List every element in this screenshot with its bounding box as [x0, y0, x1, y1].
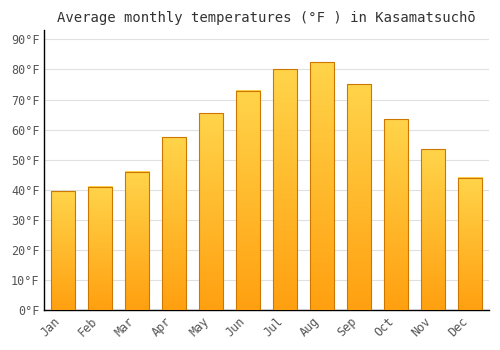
Bar	[199, 113, 223, 310]
Bar	[422, 149, 446, 310]
Bar	[236, 91, 260, 310]
Bar	[347, 84, 372, 310]
Bar	[88, 187, 112, 310]
Bar	[273, 70, 297, 310]
Bar	[310, 62, 334, 310]
Bar	[125, 172, 149, 310]
Title: Average monthly temperatures (°F ) in Kasamatsuchō: Average monthly temperatures (°F ) in Ka…	[58, 11, 476, 25]
Bar	[384, 119, 408, 310]
Bar	[162, 137, 186, 310]
Bar	[458, 177, 482, 310]
Bar	[51, 191, 75, 310]
